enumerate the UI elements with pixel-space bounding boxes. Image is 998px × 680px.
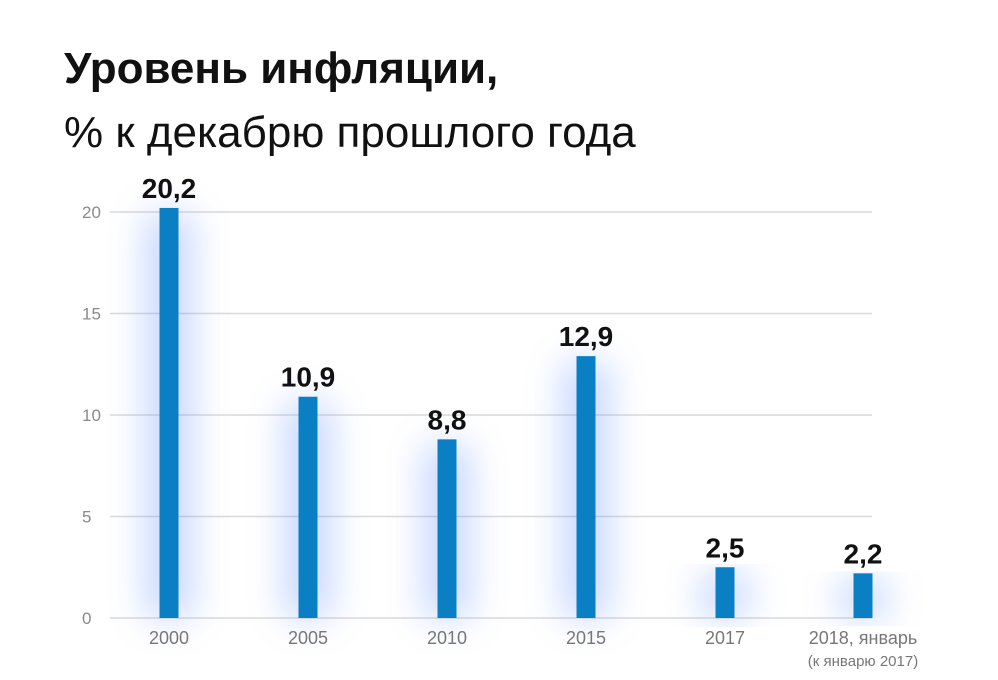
y-tick-label: 20 <box>82 203 101 222</box>
y-tick-label: 0 <box>82 609 91 628</box>
chart-title: Уровень инфляции, <box>64 44 499 93</box>
x-tick-label: 2005 <box>288 628 328 648</box>
bar <box>298 396 318 618</box>
data-label: 10,9 <box>281 362 336 393</box>
bar <box>159 207 179 618</box>
bar <box>576 356 596 618</box>
x-tick-label: 2015 <box>566 628 606 648</box>
data-label: 12,9 <box>559 321 614 352</box>
data-label: 2,5 <box>706 532 745 563</box>
y-tick-label: 10 <box>82 406 101 425</box>
y-tick-label: 5 <box>82 508 91 527</box>
data-label: 8,8 <box>428 404 467 435</box>
x-tick-note: (к январю 2017) <box>808 653 918 670</box>
y-tick-label: 15 <box>82 305 101 324</box>
chart-subtitle: % к декабрю прошлого года <box>64 108 636 157</box>
data-label: 20,2 <box>142 173 197 204</box>
x-tick-label: 2017 <box>705 628 745 648</box>
x-tick-label: 2018, январь <box>809 628 918 648</box>
x-tick-label: 2000 <box>149 628 189 648</box>
bar <box>853 573 873 618</box>
data-label: 2,2 <box>844 538 883 569</box>
bar <box>715 567 735 618</box>
x-tick-label: 2010 <box>427 628 467 648</box>
bar <box>437 439 457 618</box>
